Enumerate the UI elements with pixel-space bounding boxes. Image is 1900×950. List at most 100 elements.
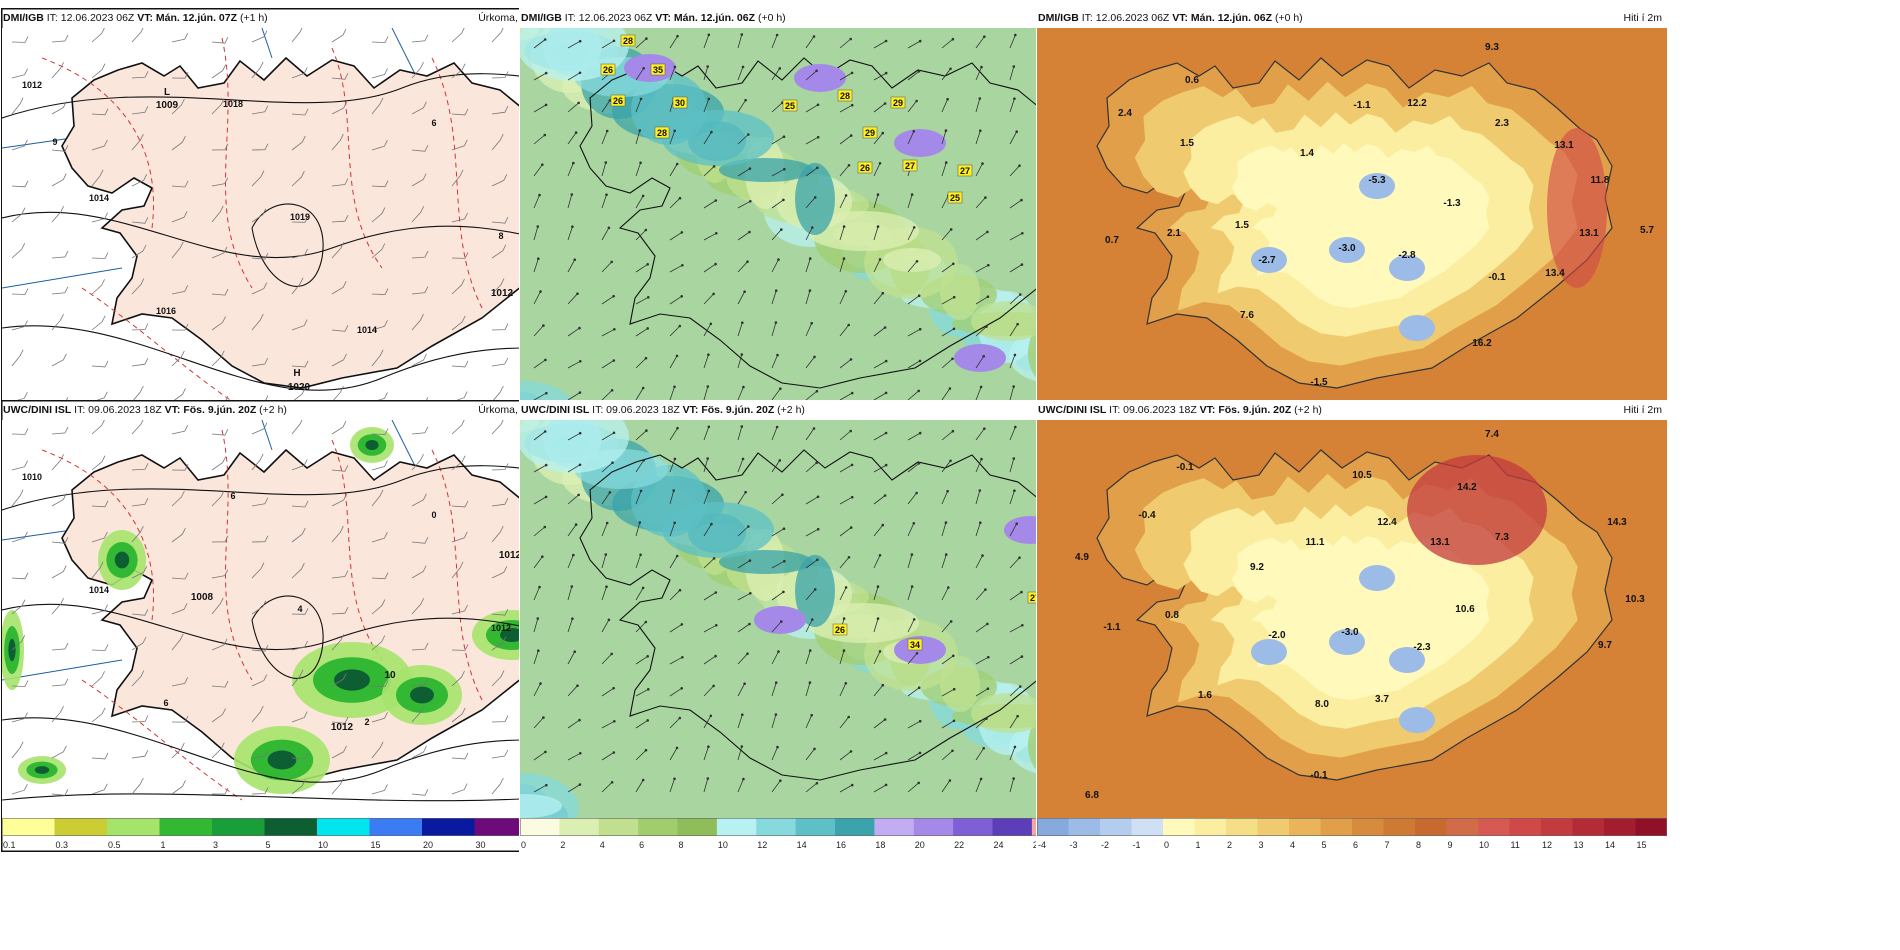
gust-value: 34 <box>910 640 920 650</box>
wind-arrow-head <box>578 326 581 330</box>
wind-barb <box>371 572 389 580</box>
wind-arrow <box>533 618 539 633</box>
wind-barb <box>291 319 308 331</box>
wind-arrow <box>601 462 613 473</box>
wind-arrow <box>805 528 819 537</box>
wind-arrow <box>737 623 750 633</box>
wind-barb <box>291 108 309 116</box>
wind-arrow-head <box>646 327 649 330</box>
init-time: IT: 09.06.2023 18Z <box>1106 404 1200 416</box>
wind-arrow <box>703 354 709 369</box>
wind-arrow <box>703 685 714 697</box>
scale-tick-label: 0 <box>1164 840 1169 850</box>
panel-header: UWC/DINI ISL IT: 09.06.2023 18Z VT: Fös.… <box>1037 400 1665 420</box>
wind-barb <box>11 635 26 651</box>
wind-arrow <box>601 492 611 505</box>
wind-arrow-head <box>952 654 955 658</box>
wind-barb <box>411 598 425 615</box>
wind-arrow-head <box>639 97 643 101</box>
wind-arrow <box>907 462 920 473</box>
wind-arrow <box>669 264 683 273</box>
temperature-value: 10.3 <box>1625 594 1645 605</box>
wind-arrow <box>533 72 547 81</box>
wind-barb <box>11 36 29 43</box>
wind-arrow-head <box>712 292 715 296</box>
pressure-label: 1008 <box>191 592 214 603</box>
scale-tick-label: 10 <box>318 840 328 850</box>
wind-arrow <box>975 163 983 177</box>
wind-barb <box>291 67 308 79</box>
temperature-value: 13.1 <box>1430 537 1450 548</box>
wind-arrow <box>567 651 576 665</box>
wind-arrow <box>805 619 813 633</box>
wind-arrow-head <box>613 720 616 723</box>
scale-tick-label: 0.3 <box>56 840 69 850</box>
wind-arrow <box>975 296 989 305</box>
wind-arrow <box>975 656 989 665</box>
wind-arrow <box>669 555 678 569</box>
wind-arrow <box>771 494 783 505</box>
wind-barb <box>331 353 347 367</box>
wind-arrow-head <box>979 777 983 781</box>
wind-barb <box>51 101 67 115</box>
warm-area <box>1407 455 1547 565</box>
wind-arrow-head <box>849 37 852 41</box>
wind-arrow <box>941 688 955 697</box>
wind-barb <box>491 71 509 79</box>
wind-arrow-head <box>878 258 882 261</box>
wind-barb <box>291 248 308 259</box>
gust-box <box>890 96 906 109</box>
precip-heavy <box>334 669 370 691</box>
wind-speed-patch <box>719 158 813 182</box>
wind-arrow-head <box>577 101 580 105</box>
wind-barb <box>411 705 424 723</box>
wind-barb <box>211 638 228 651</box>
wind-arrow-head <box>539 682 542 685</box>
wind-arrow <box>737 134 749 145</box>
wind-barb <box>51 206 64 223</box>
wind-barb <box>331 133 344 151</box>
wind-arrow <box>703 624 717 633</box>
wind-arrow-head <box>949 620 953 623</box>
wind-arrow-head <box>712 684 715 688</box>
wind-arrow-head <box>570 585 574 588</box>
gust-marker: 25 <box>947 191 963 204</box>
scale-tick-label: 20 <box>915 840 925 850</box>
wind-arrow-head <box>672 489 675 492</box>
gust-value: 27 <box>905 161 915 171</box>
wind-arrow-head <box>881 291 885 295</box>
wind-barb <box>451 707 466 723</box>
wind-arrow <box>839 496 853 505</box>
scale-tick-label: -3 <box>1070 840 1078 850</box>
wind-arrow-head <box>576 684 579 687</box>
wind-arrow <box>873 524 884 537</box>
wind-arrow <box>805 650 811 665</box>
wind-arrow-head <box>816 558 819 562</box>
gust-box <box>902 159 918 172</box>
wind-arrow <box>941 263 954 273</box>
wind-barb <box>91 279 105 295</box>
wind-arrow <box>567 784 581 793</box>
wind-arrow <box>873 464 887 473</box>
wind-arrow <box>805 715 813 729</box>
wind-arrow-head <box>951 37 955 41</box>
scale-tick-label: -4 <box>1038 840 1046 850</box>
wind-arrow <box>771 322 777 337</box>
wind-arrow <box>771 354 778 369</box>
wind-arrow-head <box>782 590 785 594</box>
wind-barb <box>291 420 303 435</box>
wind-barb <box>11 97 24 115</box>
wind-barb <box>371 680 389 688</box>
scale-tick-label: 5 <box>1322 840 1327 850</box>
wind-arrow <box>635 655 648 665</box>
wind-arrow <box>737 200 751 209</box>
wind-arrow-head <box>881 131 885 135</box>
scale-tick-label: 14 <box>1605 840 1615 850</box>
wind-arrow <box>601 162 607 177</box>
wind-arrow <box>805 462 817 473</box>
wind-arrow-head <box>951 749 954 753</box>
gridline <box>261 28 273 59</box>
wind-barb <box>211 569 229 579</box>
wind-barb <box>211 246 228 259</box>
warm-area <box>1547 128 1607 288</box>
